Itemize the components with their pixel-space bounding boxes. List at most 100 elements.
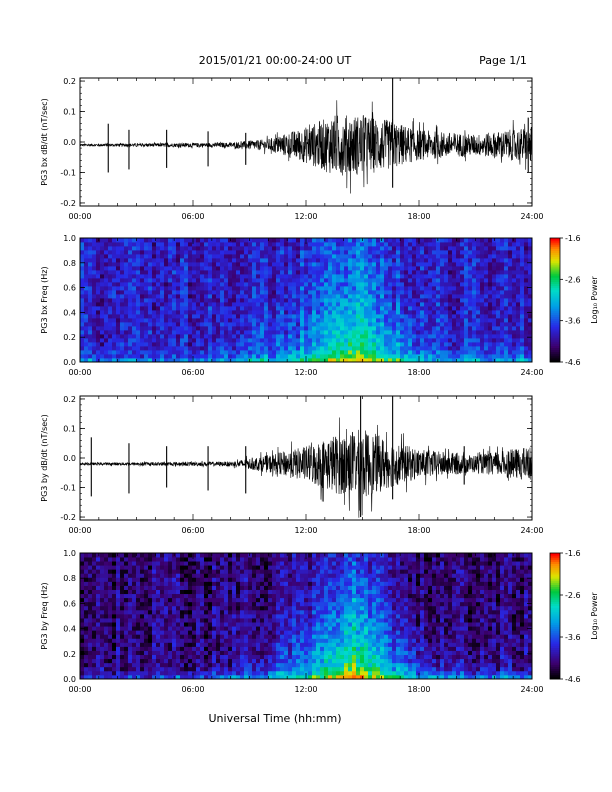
spectrogram-cell: [436, 346, 441, 351]
spectrogram-cell: [484, 286, 489, 291]
spectrogram-cell: [200, 557, 205, 562]
spectrogram-cell: [88, 662, 93, 668]
spectrogram-cell: [292, 322, 297, 327]
spectrogram-cell: [184, 322, 189, 327]
spectrogram-cell: [144, 654, 149, 660]
spectrogram-cell: [328, 242, 333, 247]
spectrogram-cell: [148, 589, 153, 595]
spectrogram-cell: [132, 342, 137, 347]
spectrogram-cell: [400, 278, 405, 283]
spectrogram-cell: [156, 346, 161, 351]
spectrogram-cell: [228, 282, 233, 287]
spectrogram-cell: [132, 358, 137, 363]
spectrogram-cell: [284, 338, 289, 343]
spectrogram-cell: [216, 238, 221, 243]
spectrogram-cell: [372, 266, 377, 271]
spectrogram-cell: [140, 630, 145, 635]
spectrogram-cell: [300, 346, 305, 351]
spectrogram-cell: [152, 258, 157, 263]
spectrogram-cell: [96, 662, 101, 668]
spectrogram-cell: [172, 322, 177, 327]
spectrogram-cell: [168, 314, 173, 319]
spectrogram-cell: [100, 326, 105, 331]
spectrogram-cell: [188, 270, 193, 275]
spectrogram-cell: [492, 314, 497, 319]
spectrogram-cell: [84, 290, 89, 295]
spectrogram-cell: [104, 642, 109, 647]
spectrogram-cell: [152, 553, 157, 558]
spectrogram-cell: [212, 565, 217, 570]
spectrogram-cell: [216, 577, 221, 582]
spectrogram-cell: [484, 358, 489, 363]
x-tick-label: 18:00: [407, 368, 430, 377]
spectrogram-cell: [372, 246, 377, 251]
spectrogram-cell: [468, 306, 473, 311]
spectrogram-cell: [112, 258, 117, 263]
spectrogram-cell: [296, 282, 301, 287]
spectrogram-cell: [152, 346, 157, 351]
spectrogram-cell: [368, 310, 373, 315]
spectrogram-cell: [136, 294, 141, 299]
spectrogram-cell: [376, 250, 381, 255]
spectrogram-cell: [104, 565, 109, 570]
spectrogram-cell: [176, 581, 181, 586]
spectrogram-cell: [168, 646, 173, 651]
spectrogram-cell: [120, 338, 125, 343]
spectrogram-cell: [484, 318, 489, 323]
spectrogram-cell: [380, 338, 385, 343]
spectrogram-cell: [144, 346, 149, 351]
spectrogram-cell: [80, 646, 85, 651]
spectrogram-cell: [504, 278, 509, 283]
spectrogram-cell: [512, 322, 517, 327]
spectrogram-cell: [484, 278, 489, 283]
spectrogram-cell: [328, 250, 333, 255]
spectrogram-cell: [328, 238, 333, 243]
spectrogram-cell: [92, 286, 97, 291]
spectrogram-cell: [404, 326, 409, 331]
spectrogram-cell: [424, 250, 429, 255]
spectrogram-cell: [312, 322, 317, 327]
spectrogram-cell: [268, 330, 273, 335]
spectrogram-cell: [172, 666, 177, 672]
spectrogram-cell: [376, 306, 381, 311]
spectrogram-cell: [328, 334, 333, 339]
spectrogram-cell: [148, 326, 153, 331]
spectrogram-cell: [124, 290, 129, 295]
spectrogram-cell: [308, 258, 313, 263]
spectrogram-cell: [144, 597, 149, 603]
spectrogram-cell: [88, 577, 93, 582]
spectrogram-cell: [92, 609, 97, 615]
spectrogram-cell: [104, 634, 109, 639]
spectrogram-cell: [436, 306, 441, 311]
spectrogram-cell: [204, 670, 209, 676]
spectrogram-cell: [208, 674, 213, 680]
spectrogram-cell: [128, 262, 133, 267]
spectrogram-cell: [140, 346, 145, 351]
spectrogram-cell: [104, 310, 109, 315]
spectrogram-cell: [444, 298, 449, 303]
spectrogram-cell: [212, 330, 217, 335]
spectrogram-cell: [368, 282, 373, 287]
spectrogram-cell: [136, 634, 141, 639]
spectrogram-cell: [136, 258, 141, 263]
spectrogram-cell: [288, 258, 293, 263]
spectrogram-cell: [284, 266, 289, 271]
spectrogram-cell: [184, 634, 189, 639]
x-tick-label: 12:00: [294, 212, 317, 221]
spectrogram-cell: [208, 613, 213, 619]
spectrogram-cell: [516, 330, 521, 335]
spectrogram-cell: [184, 266, 189, 271]
spectrogram-cell: [84, 646, 89, 651]
spectrogram-cell: [416, 294, 421, 299]
spectrogram-cell: [216, 274, 221, 279]
spectrogram-cell: [376, 294, 381, 299]
spectrogram-cell: [212, 626, 217, 631]
spectrogram-cell: [160, 342, 165, 347]
spectrogram-cell: [148, 254, 153, 259]
spectrogram-cell: [244, 302, 249, 307]
spectrogram-cell: [80, 618, 85, 623]
spectrogram-cell: [440, 334, 445, 339]
spectrogram-cell: [168, 654, 173, 660]
spectrogram-cell: [288, 290, 293, 295]
spectrogram-cell: [212, 298, 217, 303]
